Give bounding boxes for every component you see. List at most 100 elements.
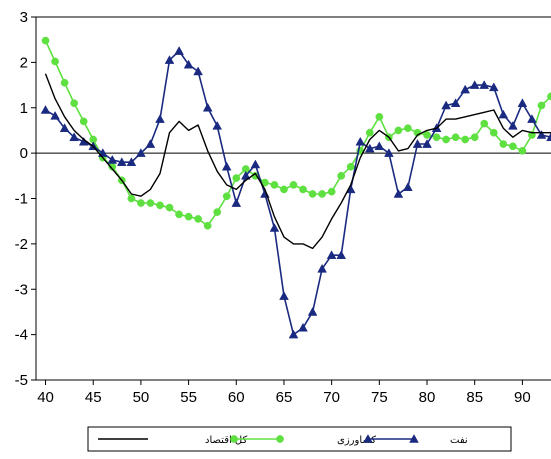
data-point	[327, 187, 336, 196]
x-tick-label: 60	[228, 389, 245, 406]
data-point	[51, 57, 59, 66]
data-point	[460, 84, 471, 94]
series-line	[44, 73, 551, 250]
data-point	[536, 130, 547, 139]
data-point	[450, 98, 461, 107]
data-point	[422, 139, 432, 148]
data-point	[326, 250, 337, 259]
data-point	[202, 102, 213, 112]
legend-label: نفت	[450, 435, 468, 446]
data-point	[70, 99, 78, 108]
data-point	[175, 210, 183, 219]
data-point	[404, 124, 412, 133]
data-point	[79, 117, 88, 126]
data-point	[126, 157, 137, 166]
data-point	[479, 80, 490, 89]
data-point	[336, 250, 347, 259]
data-point	[288, 329, 299, 339]
y-tick-label: -4	[15, 327, 28, 344]
legend-marker	[230, 435, 238, 443]
data-point	[355, 136, 366, 146]
data-point	[317, 263, 327, 273]
series-2	[40, 46, 551, 339]
data-point	[155, 114, 165, 123]
x-tick-label: 50	[133, 389, 150, 406]
legend: کل اقتصاد کشاورزی نفت	[87, 426, 512, 452]
data-point	[489, 128, 498, 137]
y-tick-label: -3	[15, 281, 28, 298]
data-point	[508, 120, 518, 130]
x-tick-label: 40	[37, 389, 54, 406]
legend-marker	[276, 435, 284, 443]
data-point	[221, 161, 232, 171]
data-point	[403, 182, 413, 191]
legend-label: کشاورزی	[337, 435, 376, 446]
data-point	[222, 192, 231, 201]
data-point	[164, 55, 175, 64]
y-tick-label: 2	[20, 54, 28, 71]
data-point	[499, 140, 508, 148]
data-point	[488, 82, 499, 92]
data-point	[69, 132, 79, 142]
data-point	[270, 181, 279, 189]
data-point	[423, 131, 431, 139]
series-layer	[40, 36, 551, 339]
data-point	[537, 101, 546, 110]
x-tick-label: 70	[323, 389, 340, 406]
data-point	[194, 215, 202, 223]
data-point	[240, 170, 251, 180]
data-point	[364, 143, 375, 153]
x-tick-label: 65	[276, 389, 293, 406]
data-point	[337, 171, 346, 180]
data-point	[59, 123, 70, 132]
data-point	[307, 306, 318, 316]
x-tick-label: 80	[419, 389, 436, 406]
x-tick-label: 90	[514, 389, 531, 406]
data-point	[50, 110, 60, 120]
data-point	[517, 98, 528, 107]
data-point	[451, 133, 460, 142]
data-point	[469, 80, 480, 89]
y-tick-label: 3	[20, 9, 28, 26]
legend-marker	[363, 434, 373, 443]
data-point	[441, 100, 451, 110]
data-point	[518, 147, 527, 155]
x-tick-label: 75	[371, 389, 388, 406]
ticks: 3 2 1 0 -1 -2 -3 -4 -5 40 45 50 55 60 65 70 75 80 85 90	[15, 9, 531, 406]
data-point	[393, 189, 404, 198]
y-tick-label: 0	[20, 145, 28, 162]
data-point	[213, 208, 222, 216]
data-point	[375, 112, 384, 121]
data-point	[116, 157, 127, 166]
y-tick-label: -2	[15, 236, 28, 253]
data-point	[280, 185, 288, 194]
data-point	[298, 322, 308, 332]
y-tick-label: -1	[15, 191, 28, 208]
legend-item: کل اقتصاد	[98, 435, 248, 446]
data-point	[442, 135, 450, 144]
data-point	[346, 162, 355, 171]
data-point	[146, 199, 155, 207]
y-tick-label: -5	[15, 372, 28, 389]
data-point	[183, 59, 194, 69]
data-point	[41, 36, 50, 45]
data-point	[174, 46, 184, 55]
series-0	[44, 73, 551, 250]
data-point	[145, 139, 156, 148]
data-point	[384, 148, 394, 157]
data-point	[394, 126, 403, 135]
data-point	[231, 198, 242, 207]
data-point	[527, 114, 537, 123]
legend-box	[87, 426, 512, 452]
legend-marker	[409, 434, 419, 443]
data-point	[107, 154, 118, 164]
legend-item: کشاورزی	[230, 435, 376, 446]
data-point	[136, 148, 146, 157]
data-point	[193, 66, 203, 76]
x-tick-label: 45	[85, 389, 102, 406]
legend-item: نفت	[363, 434, 468, 446]
data-point	[365, 128, 374, 137]
data-point	[289, 181, 298, 189]
data-point	[165, 203, 174, 212]
